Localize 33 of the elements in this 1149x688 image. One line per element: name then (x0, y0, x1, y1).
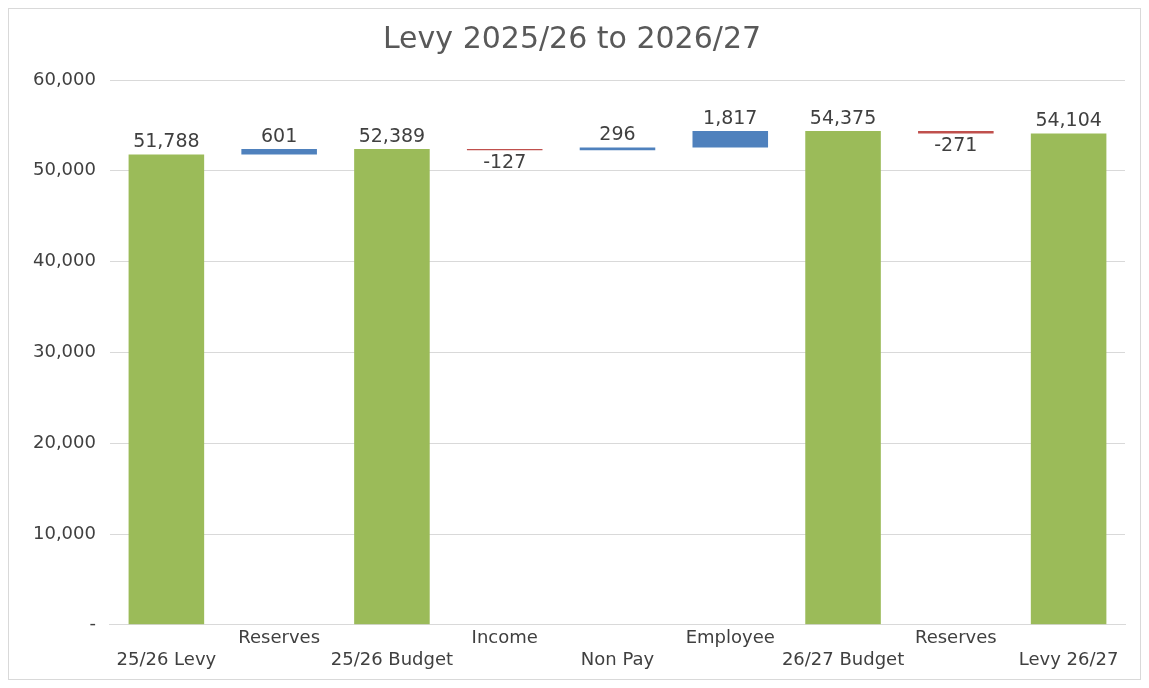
bar (354, 149, 430, 625)
data-label: 54,375 (809, 105, 877, 128)
data-label: 601 (261, 123, 298, 146)
data-label: -271 (934, 132, 978, 155)
x-tick-label: 26/27 Budget (781, 647, 905, 669)
x-tick-label: 25/26 Budget (330, 647, 454, 669)
bar (692, 131, 769, 148)
bar (1030, 133, 1107, 625)
y-tick-label: 50,000 (33, 158, 96, 180)
y-tick-label: - (89, 612, 96, 634)
y-tick-label: 60,000 (33, 67, 96, 89)
data-label: 51,788 (133, 129, 200, 151)
x-tick-label: Levy 26/27 (1018, 647, 1119, 669)
data-label: 52,389 (358, 123, 426, 146)
x-tick-label: Reserves (914, 626, 997, 648)
bar (918, 131, 994, 134)
bar (805, 131, 881, 625)
x-tick-label: Employee (685, 626, 775, 648)
data-label: 54,104 (1035, 107, 1102, 130)
y-tick-label: 30,000 (33, 340, 96, 362)
y-tick-label: 20,000 (33, 430, 96, 452)
x-tick-label: Income (471, 626, 538, 648)
x-tick-label: 25/26 Levy (116, 647, 217, 669)
data-label: 296 (599, 122, 636, 145)
data-label: 1,817 (703, 105, 758, 128)
data-label: -127 (483, 149, 527, 172)
y-tick-label: 10,000 (33, 521, 96, 543)
bar (241, 149, 317, 155)
x-tick-label: Reserves (238, 626, 321, 648)
bar (128, 154, 205, 625)
y-tick-label: 40,000 (33, 249, 96, 271)
chart-title: Levy 2025/26 to 2026/27 (382, 19, 762, 55)
x-tick-label: Non Pay (580, 647, 655, 669)
